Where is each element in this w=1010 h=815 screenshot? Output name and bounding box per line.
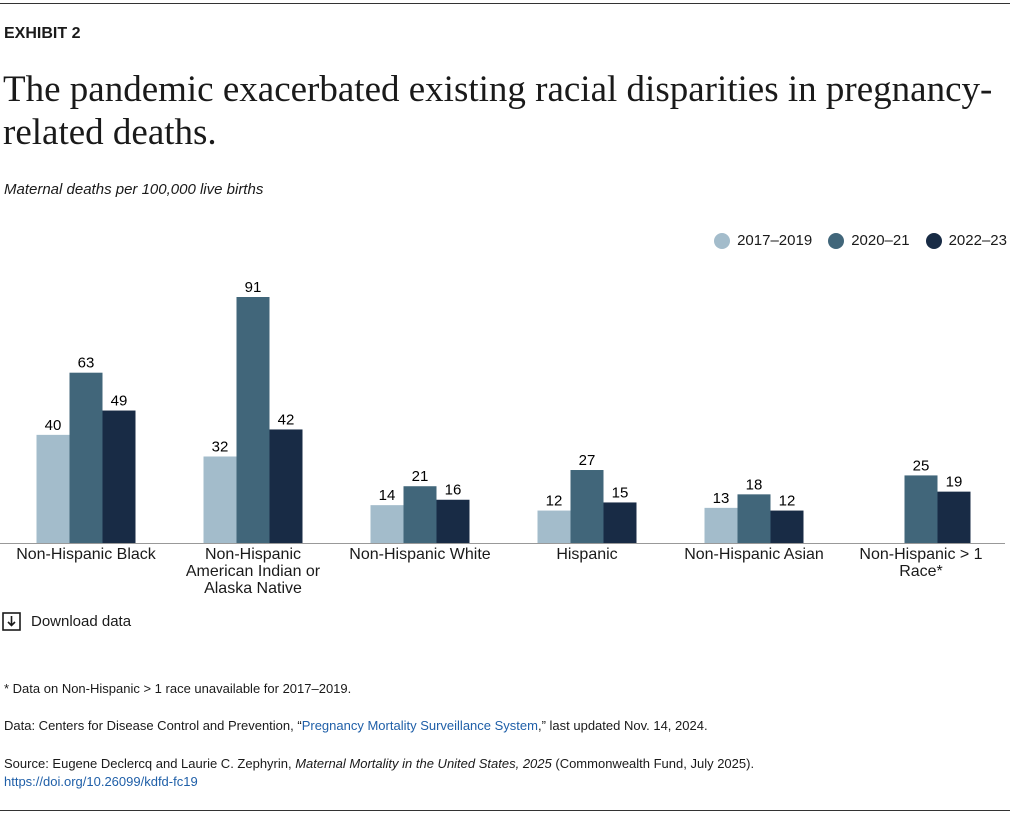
value-label: 32: [212, 438, 229, 455]
value-label: 12: [779, 493, 796, 510]
footnote: * Data on Non-Hispanic > 1 race unavaila…: [4, 681, 352, 696]
value-label: 27: [579, 452, 596, 469]
value-label: 13: [713, 490, 730, 507]
value-label: 63: [78, 355, 95, 372]
exhibit-label: EXHIBIT 2: [4, 25, 81, 42]
value-label: 18: [746, 476, 763, 493]
link[interactable]: https://doi.org/10.26099/kdfd-fc19: [4, 774, 198, 789]
chart-subtitle: Maternal deaths per 100,000 live births: [4, 181, 264, 198]
bar: [937, 491, 971, 543]
bar: [904, 475, 938, 543]
bar: [570, 470, 604, 543]
legend-label: 2017–2019: [737, 232, 813, 249]
bar: [403, 486, 437, 543]
link[interactable]: Pregnancy Mortality Surveillance System: [301, 718, 538, 733]
bar: [436, 499, 470, 543]
legend-item: 2022–23: [925, 232, 1007, 249]
legend: 2017–2019 2020–21 2022–23: [714, 232, 1007, 249]
text: Maternal Mortality in the United States,…: [295, 756, 552, 771]
chart-title: The pandemic exacerbated existing racial…: [3, 69, 993, 153]
legend-swatch: [714, 232, 731, 249]
bar: [704, 507, 738, 543]
value-label: 25: [913, 457, 930, 474]
bar: [102, 410, 136, 543]
legend-label: 2020–21: [851, 232, 910, 249]
value-label: 14: [379, 487, 396, 504]
value-label: 12: [546, 493, 563, 510]
top-rule: [0, 3, 1010, 4]
download-icon: [2, 612, 21, 631]
value-label: 49: [111, 393, 128, 410]
text: Source: Eugene Declercq and Laurie C. Ze…: [4, 756, 296, 771]
bar: [36, 434, 70, 543]
text: ,” last updated Nov. 14, 2024.: [537, 718, 708, 733]
value-label: 16: [445, 482, 462, 499]
source-note: Source: Eugene Declercq and Laurie C. Ze…: [4, 755, 754, 791]
value-label: 91: [245, 279, 262, 296]
bar: [370, 505, 404, 543]
legend-swatch: [925, 232, 942, 249]
download-button[interactable]: Download data: [2, 612, 131, 631]
chart: 40 63 49 32 91 42 14 21 16 12 27 15 13 18 12 25 19: [0, 279, 1005, 544]
x-tick-label: Non-Hispanic Asian: [684, 546, 824, 563]
bar: [770, 510, 804, 543]
value-label: 42: [278, 411, 295, 428]
legend-label: 2022–23: [948, 232, 1007, 249]
bottom-rule: [0, 810, 1010, 811]
x-tick-label: Non-Hispanic > 1 Race*: [859, 546, 983, 580]
x-tick-label: Non-Hispanic Black: [16, 546, 156, 563]
text: (Commonwealth Fund, July 2025).: [551, 756, 755, 771]
value-label: 40: [45, 417, 62, 434]
bar: [269, 429, 303, 543]
legend-item: 2020–21: [828, 232, 910, 249]
bar: [603, 502, 637, 543]
value-label: 15: [612, 484, 629, 501]
x-tick-label: Non-Hispanic American Indian or Alaska N…: [185, 546, 321, 597]
download-label: Download data: [31, 613, 132, 630]
bar: [203, 456, 237, 543]
legend-item: 2017–2019: [714, 232, 812, 249]
value-label: 19: [946, 474, 963, 491]
data-note: Data: Centers for Disease Control and Pr…: [4, 718, 708, 733]
x-tick-label: Non-Hispanic White: [349, 546, 491, 563]
value-label: 21: [412, 468, 429, 485]
bar: [69, 372, 103, 543]
x-tick-label: Hispanic: [556, 546, 618, 563]
legend-swatch: [828, 232, 845, 249]
bar: [537, 510, 571, 543]
text: Data: Centers for Disease Control and Pr…: [4, 718, 302, 733]
bar: [737, 494, 771, 543]
bar: [236, 297, 270, 543]
